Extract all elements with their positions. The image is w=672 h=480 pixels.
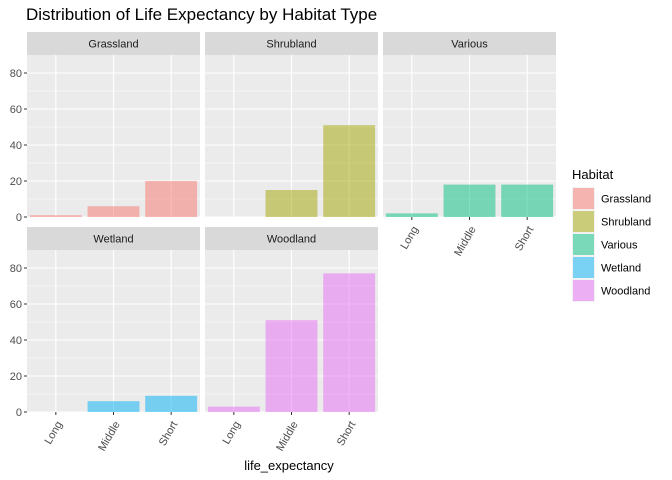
legend-item-grassland: Grassland — [572, 187, 651, 210]
facet-strip-label: Various — [451, 39, 488, 51]
x-tick-label: Long — [220, 419, 243, 446]
bar-woodland-long — [207, 406, 260, 412]
x-tick-label: Middle — [452, 224, 479, 258]
y-tick-label: 0 — [16, 212, 22, 224]
facet-strip-label: Wetland — [93, 234, 133, 246]
legend-item-shrubland: Shrubland — [572, 210, 651, 233]
legend-item-various: Various — [572, 233, 638, 256]
bar-wetland-short — [145, 395, 198, 412]
bar-grassland-long — [29, 215, 82, 217]
legend-label: Various — [601, 240, 638, 252]
x-tick-label: Short — [335, 419, 359, 448]
chart-title: Distribution of Life Expectancy by Habit… — [26, 5, 377, 24]
legend-item-wetland: Wetland — [572, 256, 641, 279]
legend-title: Habitat — [572, 167, 614, 182]
facet-panel-various: Various Long Middle Short — [383, 32, 556, 258]
bar-various-long — [385, 213, 438, 217]
facet-strip-label: Grassland — [88, 39, 138, 51]
facet-panel-wetland: Wetland 0 20 40 60 80 Long Middle Short — [10, 227, 200, 453]
bar-woodland-short — [323, 273, 376, 412]
y-tick-label: 0 — [16, 407, 22, 419]
legend-swatch — [573, 280, 594, 301]
bar-grassland-short — [145, 181, 198, 217]
bar-grassland-middle — [87, 206, 140, 217]
facet-strip — [27, 227, 200, 250]
facet-strip — [205, 227, 378, 250]
x-axis-title: life_expectancy — [244, 458, 334, 473]
y-tick-label: 40 — [10, 140, 22, 152]
facet-panel-shrubland: Shrubland — [205, 32, 378, 218]
y-tick-label: 80 — [10, 263, 22, 275]
legend-label: Wetland — [601, 263, 641, 275]
x-tick-label: Middle — [274, 419, 301, 453]
bar-shrubland-middle — [265, 190, 318, 217]
y-tick-label: 20 — [10, 176, 22, 188]
legend-label: Shrubland — [601, 217, 651, 229]
y-tick-label: 80 — [10, 68, 22, 80]
facet-panels: Grassland 0 20 40 60 80 Shrubland Various Long Mi… — [10, 32, 556, 453]
x-tick-label: Middle — [96, 419, 123, 453]
x-tick-label: Long — [42, 419, 65, 446]
y-tick-label: 60 — [10, 299, 22, 311]
legend-label: Woodland — [601, 286, 650, 298]
bar-various-middle — [443, 184, 496, 217]
facet-strip — [27, 32, 200, 55]
legend: Habitat Grassland Shrubland Various Wetland… — [572, 167, 651, 302]
y-tick-label: 40 — [10, 335, 22, 347]
y-tick-label: 20 — [10, 371, 22, 383]
facet-panel-grassland: Grassland 0 20 40 60 80 — [10, 32, 200, 224]
bar-various-short — [501, 184, 554, 217]
legend-swatch — [573, 188, 594, 209]
legend-swatch — [573, 211, 594, 232]
facet-strip-label: Woodland — [267, 234, 316, 246]
legend-swatch — [573, 257, 594, 278]
x-tick-label: Short — [157, 419, 181, 448]
facet-strip — [205, 32, 378, 55]
facet-strip — [383, 32, 556, 55]
facet-panel-woodland: Woodland Long Middle Short — [205, 227, 378, 453]
bar-woodland-middle — [265, 320, 318, 412]
legend-item-woodland: Woodland — [572, 279, 650, 302]
legend-swatch — [573, 234, 594, 255]
x-tick-label: Long — [398, 224, 421, 251]
y-tick-label: 60 — [10, 104, 22, 116]
legend-label: Grassland — [601, 194, 651, 206]
facet-strip-label: Shrubland — [266, 39, 316, 51]
x-tick-label: Short — [513, 224, 537, 253]
bar-wetland-middle — [87, 401, 140, 412]
bar-shrubland-short — [323, 125, 376, 217]
